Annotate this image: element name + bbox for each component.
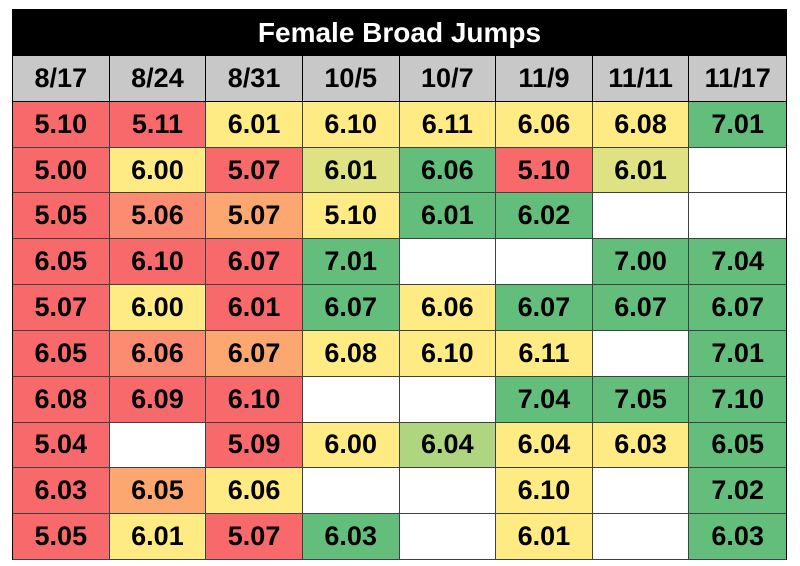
table-cell: 5.11 <box>109 101 207 148</box>
table-cell: 5.09 <box>206 422 303 469</box>
table-cell: 6.03 <box>302 514 400 560</box>
table-cell: 7.05 <box>592 376 690 423</box>
table-cell: 5.06 <box>109 193 207 240</box>
table-cell: 5.00 <box>13 147 110 194</box>
table-title: Female Broad Jumps <box>13 10 786 56</box>
table-cell: 6.11 <box>496 330 593 377</box>
table-cell: 6.05 <box>13 239 110 286</box>
table-cell: 6.05 <box>109 468 207 515</box>
table-cell: 7.04 <box>496 376 593 423</box>
table-cell <box>399 514 497 560</box>
table-cell <box>109 422 207 469</box>
column-header: 10/5 <box>302 56 400 102</box>
table-cell: 6.06 <box>399 285 497 331</box>
table-cell: 7.01 <box>302 239 400 286</box>
table-cell: 7.00 <box>592 239 690 286</box>
table-cell <box>689 147 786 194</box>
table-cell: 5.10 <box>13 101 110 148</box>
table-cell: 6.11 <box>399 101 497 148</box>
table-cell: 6.01 <box>302 147 400 194</box>
table-cell: 6.05 <box>13 330 110 377</box>
table-cell: 6.01 <box>109 514 207 560</box>
table-cell <box>496 239 593 286</box>
column-header: 8/17 <box>13 56 110 102</box>
table-cell: 6.06 <box>109 330 207 377</box>
table-cell: 7.02 <box>689 468 786 515</box>
table-cell: 6.01 <box>206 101 303 148</box>
broad-jump-table: Female Broad Jumps 8/17 8/24 8/31 10/5 10/7 1… <box>12 9 787 560</box>
table-cell: 6.08 <box>592 101 690 148</box>
table-cell: 6.06 <box>206 468 303 515</box>
table-cell: 6.07 <box>592 285 690 331</box>
table-cell <box>302 468 400 515</box>
table-cell <box>592 514 690 560</box>
column-header: 11/17 <box>689 56 786 102</box>
table-cell: 6.08 <box>302 330 400 377</box>
column-header: 11/11 <box>592 56 690 102</box>
table-cell: 5.10 <box>496 147 593 194</box>
table-cell: 6.04 <box>399 422 497 469</box>
table-cell: 6.00 <box>109 285 207 331</box>
table-cell <box>592 330 690 377</box>
table-cell: 7.10 <box>689 376 786 423</box>
table-cell: 5.10 <box>302 193 400 240</box>
table-cell: 6.01 <box>399 193 497 240</box>
table-cell: 6.07 <box>689 285 786 331</box>
table-cell: 6.07 <box>206 330 303 377</box>
table-cell: 6.03 <box>13 468 110 515</box>
table-cell: 5.05 <box>13 514 110 560</box>
table-cell: 6.00 <box>302 422 400 469</box>
table-grid: 8/17 8/24 8/31 10/5 10/7 11/9 11/11 11/17 5.10 5.… <box>13 56 786 560</box>
column-header: 10/7 <box>399 56 497 102</box>
table-cell: 5.04 <box>13 422 110 469</box>
table-cell: 6.01 <box>496 514 593 560</box>
table-cell <box>399 239 497 286</box>
column-header: 8/31 <box>206 56 303 102</box>
table-cell: 6.00 <box>109 147 207 194</box>
table-cell: 6.02 <box>496 193 593 240</box>
table-cell: 6.07 <box>206 239 303 286</box>
table-cell: 6.04 <box>496 422 593 469</box>
table-cell <box>302 376 400 423</box>
table-cell: 5.05 <box>13 193 110 240</box>
table-cell: 5.07 <box>206 193 303 240</box>
table-cell <box>399 468 497 515</box>
table-cell <box>592 468 690 515</box>
table-cell: 6.01 <box>592 147 690 194</box>
table-cell: 6.07 <box>496 285 593 331</box>
table-cell: 7.04 <box>689 239 786 286</box>
table-cell <box>689 193 786 240</box>
table-cell: 6.10 <box>206 376 303 423</box>
table-cell: 5.07 <box>13 285 110 331</box>
table-cell: 7.01 <box>689 330 786 377</box>
column-header: 11/9 <box>496 56 593 102</box>
table-cell <box>399 376 497 423</box>
table-cell: 6.10 <box>496 468 593 515</box>
table-cell: 5.07 <box>206 147 303 194</box>
table-cell: 7.01 <box>689 101 786 148</box>
table-cell: 6.10 <box>302 101 400 148</box>
table-cell: 6.03 <box>689 514 786 560</box>
table-cell: 6.03 <box>592 422 690 469</box>
table-cell <box>592 193 690 240</box>
table-cell: 6.01 <box>206 285 303 331</box>
table-cell: 5.07 <box>206 514 303 560</box>
table-cell: 6.05 <box>689 422 786 469</box>
table-cell: 6.07 <box>302 285 400 331</box>
table-cell: 6.10 <box>109 239 207 286</box>
table-cell: 6.06 <box>399 147 497 194</box>
table-cell: 6.10 <box>399 330 497 377</box>
column-header: 8/24 <box>109 56 207 102</box>
table-cell: 6.09 <box>109 376 207 423</box>
table-cell: 6.08 <box>13 376 110 423</box>
table-cell: 6.06 <box>496 101 593 148</box>
